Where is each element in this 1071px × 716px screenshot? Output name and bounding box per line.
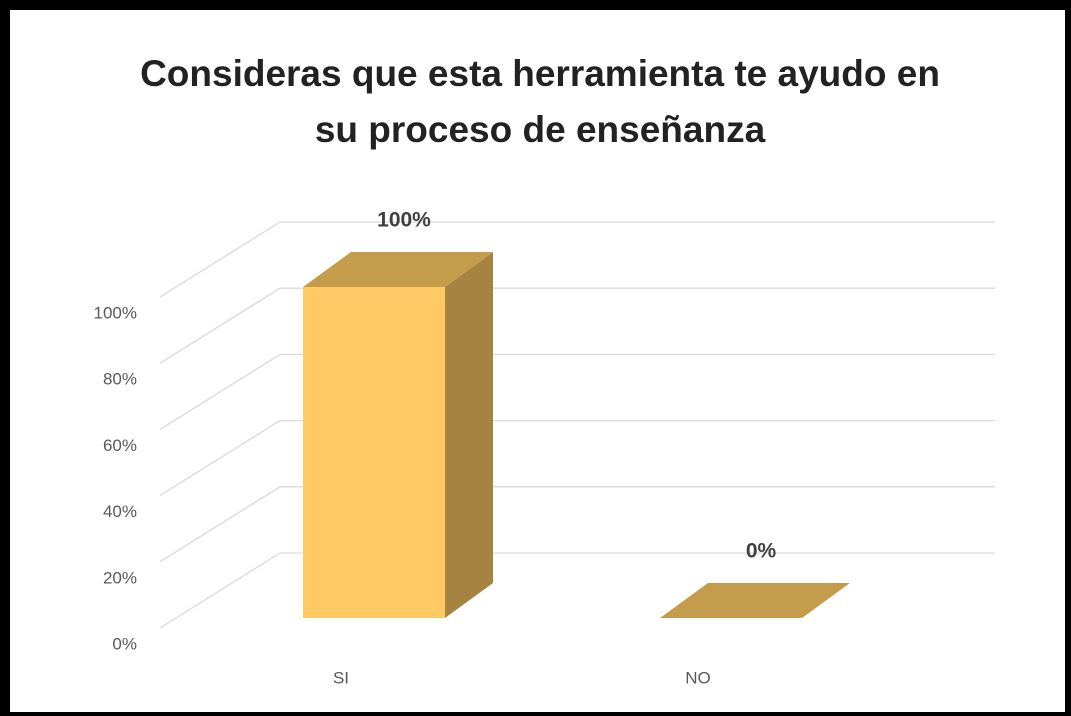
grid-line — [159, 486, 281, 563]
y-tick-label: 0% — [112, 634, 137, 653]
chart-title: Consideras que esta herramienta te ayudo… — [140, 53, 940, 150]
y-tick-label: 80% — [103, 370, 137, 389]
x-tick-label: SI — [333, 668, 349, 687]
grid-line — [159, 221, 281, 298]
bar-front — [303, 287, 445, 618]
grid-line — [159, 552, 281, 629]
y-tick-label: 60% — [103, 436, 137, 455]
y-tick-label: 100% — [94, 303, 137, 322]
bar-side — [445, 252, 493, 618]
grid-line — [159, 420, 281, 497]
y-tick-label: 40% — [103, 502, 137, 521]
grid-line — [159, 287, 281, 364]
value-label: 0% — [746, 540, 777, 563]
x-tick-label: NO — [685, 668, 711, 687]
bar-top — [303, 252, 493, 287]
grid-line — [159, 353, 281, 430]
y-tick-label: 20% — [103, 568, 137, 587]
value-label: 100% — [377, 209, 431, 232]
bar-top — [660, 583, 850, 618]
